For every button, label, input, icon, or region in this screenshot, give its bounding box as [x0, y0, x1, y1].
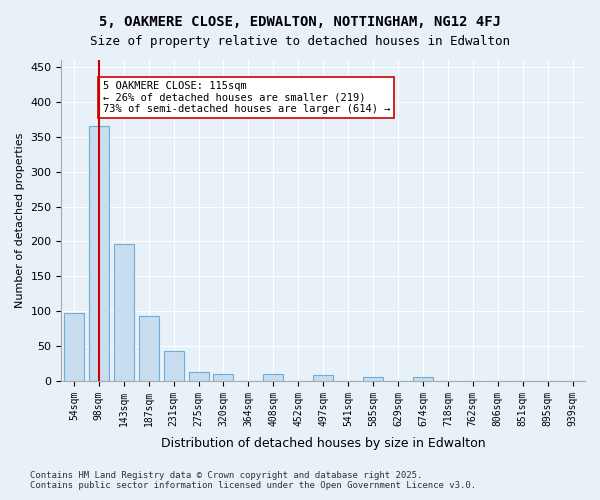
Bar [139, 316, 158, 381]
Text: 5 OAKMERE CLOSE: 115sqm
← 26% of detached houses are smaller (219)
73% of semi-d: 5 OAKMERE CLOSE: 115sqm ← 26% of detache… [103, 81, 390, 114]
Bar [114, 244, 134, 381]
Bar [363, 378, 383, 381]
Bar [263, 374, 283, 381]
Text: Size of property relative to detached houses in Edwalton: Size of property relative to detached ho… [90, 35, 510, 48]
Bar [89, 126, 109, 381]
Bar [413, 376, 433, 381]
Bar [164, 351, 184, 381]
Text: 5, OAKMERE CLOSE, EDWALTON, NOTTINGHAM, NG12 4FJ: 5, OAKMERE CLOSE, EDWALTON, NOTTINGHAM, … [99, 15, 501, 29]
Bar [188, 372, 209, 381]
Y-axis label: Number of detached properties: Number of detached properties [15, 133, 25, 308]
Bar [64, 312, 84, 381]
X-axis label: Distribution of detached houses by size in Edwalton: Distribution of detached houses by size … [161, 437, 485, 450]
Text: Contains HM Land Registry data © Crown copyright and database right 2025.
Contai: Contains HM Land Registry data © Crown c… [30, 470, 476, 490]
Bar [313, 376, 333, 381]
Bar [214, 374, 233, 381]
